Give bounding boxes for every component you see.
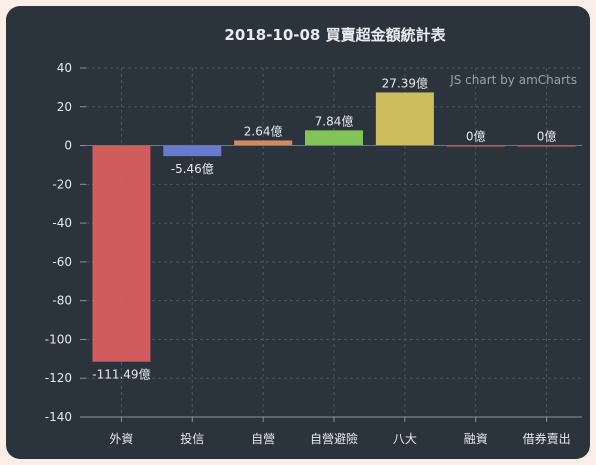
- x-tick-label: 八大: [393, 432, 417, 446]
- labels-layer: -111.49億 -5.46億 2.64億 7.84億 27.39億 0億 0億: [92, 76, 556, 381]
- x-tick-label: 自營避險: [310, 431, 358, 446]
- y-tick-label: -20: [52, 177, 72, 191]
- bar-0[interactable]: [92, 145, 151, 362]
- bar-2[interactable]: [234, 140, 293, 146]
- y-tick-label: -140: [45, 410, 72, 424]
- y-tick-label: 0: [64, 139, 72, 153]
- x-tick-label: 投信: [180, 431, 204, 446]
- bar-4[interactable]: [375, 92, 434, 146]
- y-tick-label: -100: [45, 332, 72, 346]
- amcharts-credit-link[interactable]: JS chart by amCharts: [449, 73, 577, 87]
- data-label: -111.49億: [92, 368, 150, 382]
- y-tick-label: -40: [52, 216, 72, 230]
- data-label: 0億: [466, 130, 486, 144]
- y-tick-label: 40: [57, 61, 72, 75]
- x-tick-label: 借券賣出: [523, 431, 571, 446]
- x-tick-label: 融資: [464, 432, 488, 446]
- data-label: 0億: [537, 130, 557, 144]
- data-label: 2.64億: [244, 124, 283, 138]
- bars-layer: [92, 92, 576, 362]
- data-label: 7.84億: [315, 114, 354, 128]
- y-tick-label: -80: [52, 294, 72, 308]
- axis-layer: 40 20 0 -20 -40 -60 -80 -100 -120 -140 外資 投信 自營 自營避險 八…: [45, 61, 582, 446]
- bar-1[interactable]: [163, 145, 222, 157]
- y-tick-label: 20: [57, 100, 72, 114]
- x-tick-label: 外資: [109, 432, 133, 446]
- data-label: 27.39億: [382, 76, 428, 90]
- bar-3[interactable]: [305, 130, 363, 146]
- y-tick-label: -120: [45, 371, 72, 385]
- x-tick-label: 自營: [251, 432, 275, 446]
- y-tick-label: -60: [52, 255, 72, 269]
- chart-title: 2018-10-08 買賣超金額統計表: [224, 26, 446, 44]
- data-label: -5.46億: [171, 162, 214, 176]
